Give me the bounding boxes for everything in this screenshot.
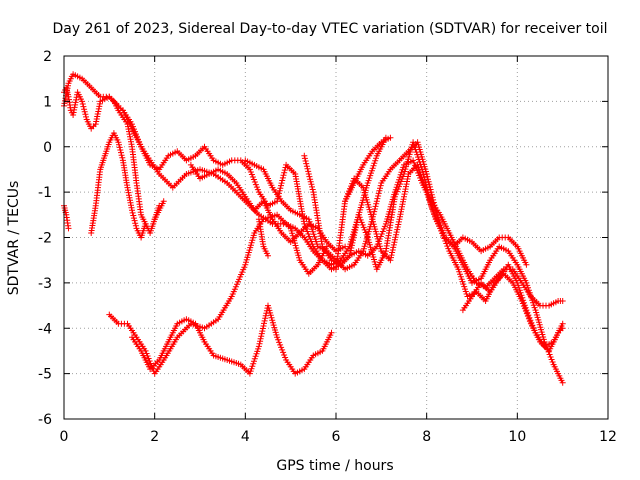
series-markers (61, 202, 72, 232)
x-tick-label: 6 (332, 429, 341, 445)
series-markers (459, 261, 566, 350)
y-axis-label: SDTVAR / TECUs (6, 181, 22, 296)
x-tick-label: 8 (422, 429, 431, 445)
series-markers (187, 161, 349, 255)
y-tick-label: -1 (38, 185, 52, 201)
y-tick-label: -3 (38, 276, 52, 292)
axis-ticks (63, 55, 609, 420)
series-3 (61, 202, 72, 232)
series-markers (242, 139, 530, 273)
series-6 (129, 302, 335, 377)
x-tick-label: 4 (241, 429, 250, 445)
x-tick-label: 10 (508, 429, 526, 445)
series-5 (106, 211, 330, 377)
data-series (61, 71, 566, 386)
x-axis-label: GPS time / hours (276, 458, 393, 474)
series-track-line (335, 164, 564, 383)
x-tick-label: 0 (60, 429, 69, 445)
y-tick-label: 2 (43, 49, 52, 65)
series-markers (151, 198, 167, 223)
series-15 (151, 198, 167, 223)
series-markers (255, 216, 271, 259)
series-markers (106, 211, 330, 377)
series-9 (333, 161, 566, 386)
series-markers (129, 302, 335, 377)
series-markers (333, 161, 566, 386)
series-12 (459, 261, 566, 350)
y-tick-label: 1 (43, 94, 52, 110)
series-markers (88, 130, 149, 241)
series-11 (342, 134, 394, 205)
y-tick-label: -6 (38, 412, 52, 428)
series-4 (88, 130, 149, 241)
x-tick-label: 2 (150, 429, 159, 445)
y-tick-label: 0 (43, 140, 52, 156)
y-tick-label: -2 (38, 231, 52, 247)
chart-title: Day 261 of 2023, Sidereal Day-to-day VTE… (52, 21, 607, 37)
series-markers (342, 134, 394, 205)
grid (64, 56, 608, 419)
y-tick-label: -4 (38, 321, 52, 337)
x-tick-label: 12 (599, 429, 617, 445)
y-tick-label: -5 (38, 367, 52, 383)
series-14 (255, 216, 271, 259)
series-10 (242, 139, 530, 273)
series-13 (187, 161, 349, 255)
